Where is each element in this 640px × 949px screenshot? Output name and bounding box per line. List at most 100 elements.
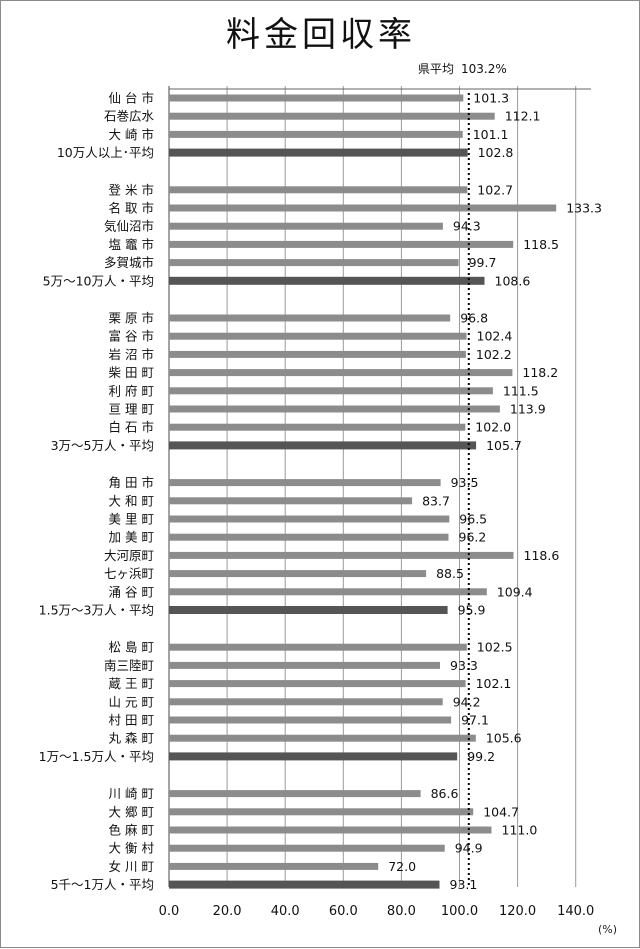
- value-label: 111.5: [503, 383, 539, 398]
- bar: [169, 186, 468, 194]
- bar: [169, 734, 476, 742]
- x-tick-label: 60.0: [329, 904, 358, 919]
- bar: [169, 112, 495, 120]
- value-label: 97.1: [461, 713, 489, 728]
- category-label: 気仙沼市: [104, 219, 154, 234]
- category-label: 塩 竈 市: [109, 237, 154, 252]
- category-label: 亘 理 町: [109, 402, 154, 417]
- value-label: 96.8: [460, 311, 488, 326]
- value-label: 94.9: [455, 841, 483, 856]
- value-label: 93.5: [451, 475, 479, 490]
- value-label: 113.9: [510, 402, 546, 417]
- bar: [169, 130, 463, 138]
- x-tick-label: 40.0: [271, 904, 300, 919]
- value-label: 111.0: [502, 823, 538, 838]
- category-label: 3万～5万人・平均: [51, 438, 154, 453]
- x-tick-label: 140.0: [557, 904, 594, 919]
- category-label: 栗 原 市: [109, 311, 154, 326]
- category-label: 蔵 王 町: [109, 676, 154, 691]
- bar: [169, 240, 514, 248]
- category-label: 1.5万～3万人・平均: [39, 603, 154, 618]
- x-tick-label: 120.0: [499, 904, 536, 919]
- bar: [169, 588, 487, 596]
- bar: [169, 826, 492, 834]
- value-label: 102.5: [477, 640, 513, 655]
- category-label: 大 和 町: [109, 493, 154, 508]
- bar: [169, 661, 440, 669]
- value-label: 99.2: [467, 749, 495, 764]
- average-bar: [169, 880, 440, 889]
- bar: [169, 533, 449, 541]
- bar: [169, 387, 493, 395]
- bar: [169, 332, 467, 340]
- value-label: 95.9: [458, 603, 486, 618]
- value-labels: 101.3 112.1 101.1 102.8 102.7 133.3 94.3 118.5 9…: [388, 91, 602, 893]
- bar: [169, 423, 466, 431]
- category-label: 仙 台 市: [109, 91, 154, 106]
- category-label: 加 美 町: [109, 530, 154, 545]
- category-label: 松 島 町: [109, 640, 154, 655]
- value-label: 118.2: [522, 365, 558, 380]
- category-label: 柴 田 町: [109, 365, 154, 380]
- reference-line-label: 県平均: [418, 62, 454, 76]
- category-label: 角 田 市: [109, 475, 154, 490]
- bar: [169, 808, 474, 816]
- chart-title: 料金回収率: [226, 15, 416, 55]
- value-label: 96.2: [459, 530, 487, 545]
- value-label: 118.6: [524, 548, 560, 563]
- average-bar: [169, 276, 485, 285]
- category-label: 南三陸町: [104, 658, 154, 673]
- value-label: 94.2: [453, 694, 481, 709]
- value-label: 102.0: [475, 420, 511, 435]
- category-label: 多賀城市: [104, 255, 154, 270]
- bar: [169, 350, 466, 358]
- bar: [169, 405, 500, 413]
- category-label: 山 元 町: [109, 694, 154, 709]
- bar: [169, 570, 427, 578]
- value-label: 102.2: [476, 347, 512, 362]
- category-label: 美 里 町: [109, 512, 154, 527]
- value-label: 109.4: [497, 584, 533, 599]
- bars: [169, 94, 557, 889]
- category-label: 富 谷 市: [109, 329, 154, 344]
- value-label: 105.7: [486, 438, 522, 453]
- category-label: 名 取 市: [109, 201, 154, 216]
- value-label: 102.7: [477, 182, 513, 197]
- category-label: 女 川 町: [109, 859, 154, 874]
- value-label: 83.7: [422, 493, 450, 508]
- average-bar: [169, 752, 458, 761]
- x-tick-label: 0.0: [159, 904, 180, 919]
- unit-label: (%): [598, 923, 618, 936]
- bar: [169, 790, 421, 798]
- category-label: 5万～10万人・平均: [43, 273, 154, 288]
- value-label: 102.4: [477, 329, 513, 344]
- category-label: 1万～1.5万人・平均: [39, 749, 154, 764]
- reference-line-value: 103.2%: [461, 62, 507, 76]
- value-label: 99.7: [469, 255, 497, 270]
- category-label: 大河原町: [104, 548, 154, 563]
- category-label: 利 府 町: [109, 383, 154, 398]
- grid-lines: [168, 86, 591, 887]
- category-label: 岩 沼 市: [109, 347, 154, 362]
- bar: [169, 497, 413, 505]
- average-bar: [169, 606, 448, 614]
- value-label: 101.1: [473, 127, 509, 142]
- bar: [169, 680, 466, 688]
- value-label: 93.1: [450, 877, 478, 892]
- bar: [169, 515, 450, 523]
- value-label: 108.6: [495, 273, 531, 288]
- value-label: 104.7: [483, 804, 519, 819]
- category-label: 登 米 市: [109, 182, 154, 197]
- category-label: 大 衡 村: [109, 841, 155, 856]
- average-bar: [169, 148, 468, 157]
- bar: [169, 698, 443, 706]
- bar: [169, 862, 379, 870]
- bar: [169, 643, 467, 651]
- reference-line-group: 県平均 103.2%: [418, 62, 507, 885]
- value-label: 72.0: [388, 859, 416, 874]
- bar: [169, 551, 514, 559]
- value-label: 93.3: [450, 658, 478, 673]
